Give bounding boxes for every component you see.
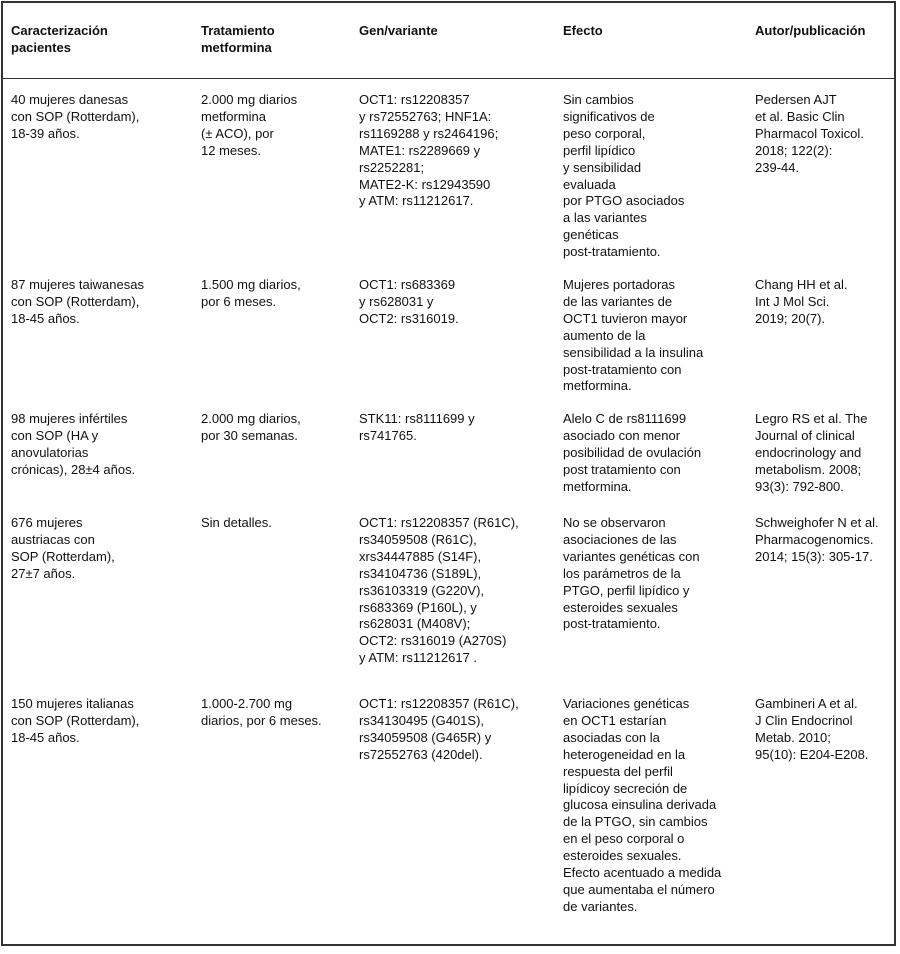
cell-patients: 676 mujeres austriacas con SOP (Rotterda…: [11, 515, 115, 581]
header-author: Autor/publicación: [755, 23, 866, 38]
cell-effect: No se observaron asociaciones de las var…: [563, 515, 700, 632]
cell-treatment: 2.000 mg diarios metformina (± ACO), por…: [201, 92, 298, 158]
cell-gene: OCT1: rs12208357 y rs72552763; HNF1A: rs…: [359, 92, 499, 209]
cell-gene: OCT1: rs12208357 (R61C), rs34059508 (R61…: [359, 515, 519, 666]
header-divider: [3, 78, 894, 79]
cell-gene: STK11: rs8111699 y rs741765.: [359, 411, 475, 443]
cell-author: Chang HH et al. Int J Mol Sci. 2019; 20(…: [755, 277, 848, 326]
header-patients: Caracterización pacientes: [11, 23, 108, 55]
cell-treatment: 2.000 mg diarios, por 30 semanas.: [201, 411, 301, 443]
cell-treatment: 1.000-2.700 mg diarios, por 6 meses.: [201, 696, 322, 728]
cell-patients: 40 mujeres danesas con SOP (Rotterdam), …: [11, 92, 140, 141]
cell-gene: OCT1: rs683369 y rs628031 y OCT2: rs3160…: [359, 277, 459, 326]
cell-effect: Alelo C de rs8111699 asociado con menor …: [563, 411, 702, 494]
cell-treatment: 1.500 mg diarios, por 6 meses.: [201, 277, 301, 309]
cell-effect: Sin cambios significativos de peso corpo…: [563, 92, 685, 260]
cell-author: Schweighofer N et al. Pharmacogenomics. …: [755, 515, 879, 564]
cell-author: Pedersen AJT et al. Basic Clin Pharmacol…: [755, 92, 864, 175]
cell-patients: 98 mujeres infértiles con SOP (HA y anov…: [11, 411, 136, 477]
cell-patients: 150 mujeres italianas con SOP (Rotterdam…: [11, 696, 140, 745]
cell-treatment: Sin detalles.: [201, 515, 272, 530]
cell-author: Gambineri A et al. J Clin Endocrinol Met…: [755, 696, 869, 762]
cell-author: Legro RS et al. The Journal of clinical …: [755, 411, 868, 494]
cell-effect: Variaciones genéticas en OCT1 estarían a…: [563, 696, 722, 914]
cell-patients: 87 mujeres taiwanesas con SOP (Rotterdam…: [11, 277, 144, 326]
header-effect: Efecto: [563, 23, 603, 38]
header-gene: Gen/variante: [359, 23, 438, 38]
header-treatment: Tratamiento metformina: [201, 23, 275, 55]
cell-effect: Mujeres portadoras de las variantes de O…: [563, 277, 704, 394]
cell-gene: OCT1: rs12208357 (R61C), rs34130495 (G40…: [359, 696, 519, 762]
